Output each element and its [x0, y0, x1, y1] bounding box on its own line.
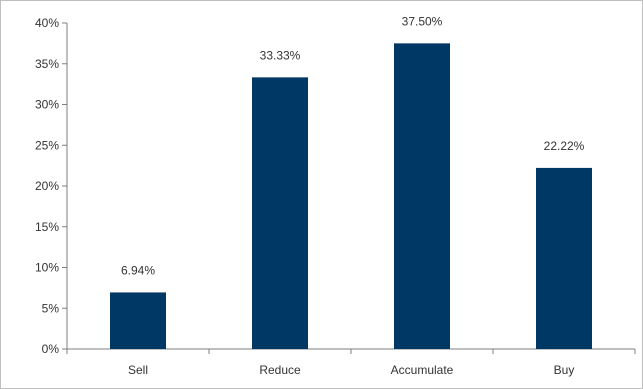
- y-axis-ticks: 0% 5% 10% 15% 20% 25% 30% 35% 40%: [35, 16, 67, 356]
- bar-reduce: [252, 77, 308, 349]
- y-tick-label: 40%: [35, 16, 59, 30]
- category-label-buy: Buy: [554, 363, 575, 377]
- y-tick-label: 5%: [42, 301, 60, 315]
- category-labels: Sell Reduce Accumulate Buy: [128, 363, 574, 377]
- category-label-reduce: Reduce: [259, 363, 301, 377]
- y-tick-label: 20%: [35, 179, 59, 193]
- y-tick-label: 10%: [35, 261, 59, 275]
- category-label-sell: Sell: [128, 363, 148, 377]
- y-tick-label: 35%: [35, 57, 59, 71]
- bar-accumulate: [394, 43, 450, 349]
- bar-series: [110, 43, 592, 349]
- x-axis-ticks: [66, 349, 636, 354]
- data-label-sell: 6.94%: [121, 263, 155, 277]
- y-tick-label: 15%: [35, 220, 59, 234]
- y-tick-label: 0%: [42, 342, 60, 356]
- data-labels: 6.94% 33.33% 37.50% 22.22%: [121, 14, 585, 277]
- data-label-accumulate: 37.50%: [402, 14, 443, 28]
- y-tick-label: 30%: [35, 98, 59, 112]
- category-label-accumulate: Accumulate: [391, 363, 454, 377]
- data-label-reduce: 33.33%: [260, 48, 301, 62]
- data-label-buy: 22.22%: [544, 139, 585, 153]
- y-tick-label: 25%: [35, 138, 59, 152]
- bar-buy: [536, 167, 592, 349]
- bar-sell: [110, 292, 166, 349]
